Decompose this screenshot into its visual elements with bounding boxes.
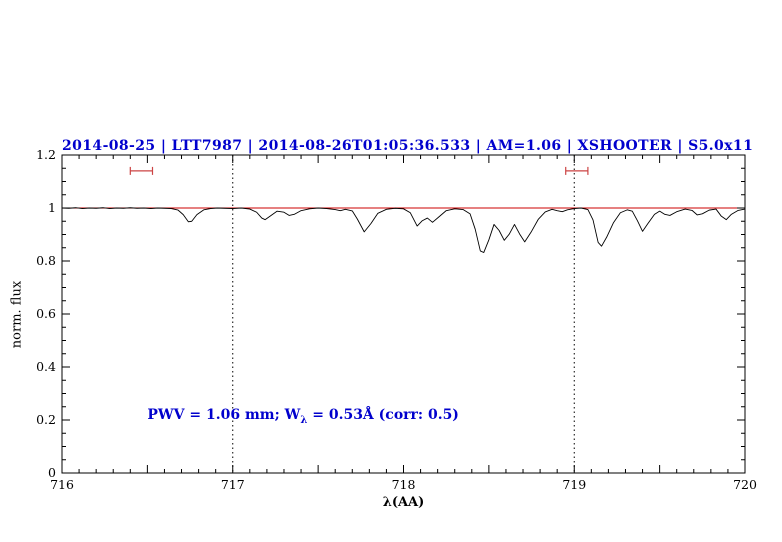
x-tick-label: 719 [562, 477, 586, 492]
y-tick-label: 0.8 [36, 253, 56, 268]
pwv-annotation-sub: λ [300, 415, 308, 427]
x-tick-label: 718 [392, 477, 416, 492]
pwv-annotation-before: PWV = 1.06 mm; W [147, 407, 301, 424]
y-axis-label: norm. flux [9, 280, 25, 349]
y-tick-label: 1.2 [36, 147, 56, 162]
pwv-annotation: PWV = 1.06 mm; Wλ = 0.53Å (corr: 0.5) [147, 407, 459, 426]
y-tick-label: 0.2 [36, 412, 56, 427]
y-tick-label: 0.4 [36, 359, 56, 374]
x-tick-label: 720 [733, 477, 757, 492]
y-tick-label: 0.6 [36, 306, 56, 321]
x-tick-label: 717 [221, 477, 245, 492]
pwv-annotation-after: = 0.53Å (corr: 0.5) [307, 407, 459, 424]
spectrum-line [61, 207, 746, 253]
x-axis-label: λ(AA) [382, 495, 425, 510]
y-tick-label: 0 [48, 465, 56, 480]
x-tick-label: 716 [50, 477, 74, 492]
y-tick-label: 1 [48, 200, 56, 215]
chart-title: 2014-08-25 | LTT7987 | 2014-08-26T01:05:… [62, 138, 754, 154]
